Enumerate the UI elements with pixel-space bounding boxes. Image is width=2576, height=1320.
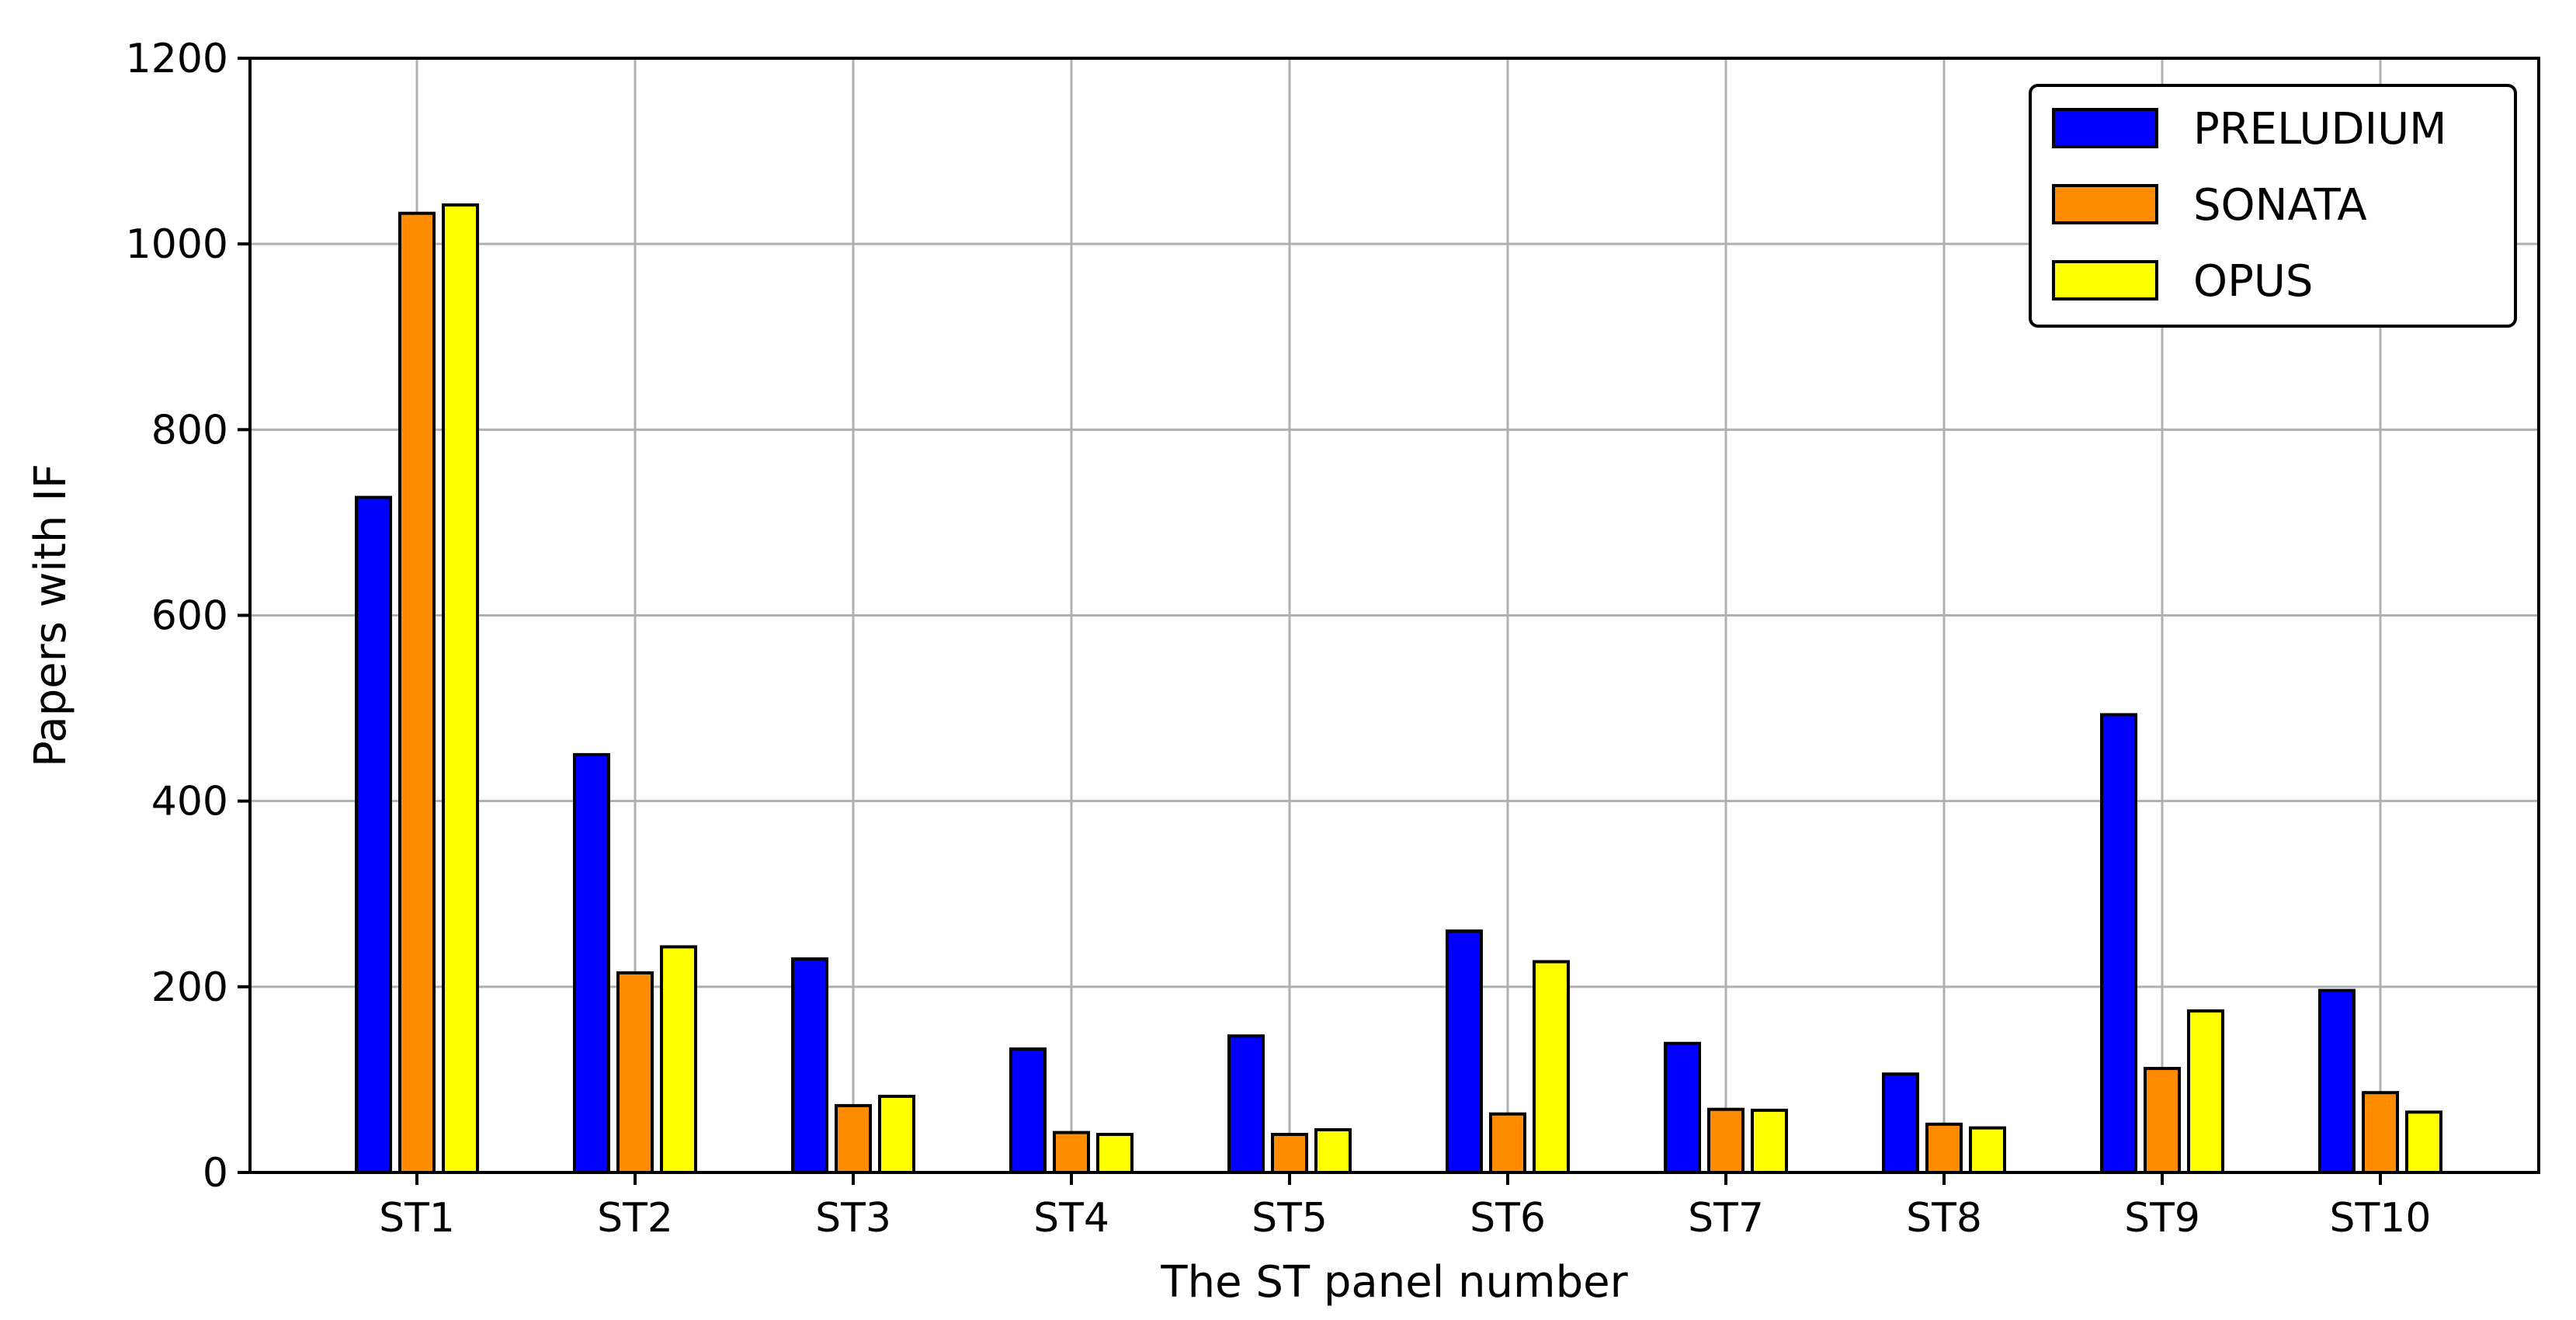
- bar-sonata-st10: [2362, 1091, 2399, 1174]
- bar-preludium-st3: [791, 957, 828, 1175]
- legend: PRELUDIUM SONATA OPUS: [2029, 84, 2517, 328]
- grid-lines: [250, 57, 2539, 1174]
- x-tick-label: ST5: [1252, 1195, 1328, 1242]
- bar-preludium-st7: [1664, 1041, 1701, 1175]
- y-tick-label: 200: [151, 964, 228, 1011]
- bar-opus-st4: [1096, 1132, 1134, 1174]
- legend-swatch-opus: [2052, 260, 2158, 300]
- y-axis-title: Papers with IF: [26, 464, 76, 767]
- bar-sonata-st3: [835, 1103, 872, 1175]
- bar-preludium-st8: [1882, 1072, 1919, 1175]
- x-tick-label: ST8: [1906, 1195, 1982, 1242]
- bar-opus-st1: [442, 203, 479, 1175]
- y-tick-label: 1000: [126, 221, 228, 268]
- bar-opus-st2: [660, 945, 697, 1174]
- x-tick-label: ST4: [1033, 1195, 1109, 1242]
- legend-swatch-preludium: [2052, 108, 2158, 148]
- bar-preludium-st10: [2318, 988, 2356, 1175]
- bar-sonata-st8: [1925, 1122, 1963, 1174]
- bar-preludium-st6: [1446, 929, 1483, 1175]
- bar-opus-st9: [2187, 1009, 2224, 1175]
- x-tick-label: ST7: [1688, 1195, 1764, 1242]
- bar-sonata-st2: [616, 971, 654, 1175]
- x-axis-title: The ST panel number: [1160, 1257, 1628, 1308]
- x-tick-label: ST10: [2330, 1195, 2432, 1242]
- bar-sonata-st5: [1271, 1132, 1308, 1174]
- legend-label-opus: OPUS: [2193, 256, 2313, 307]
- y-axis-ticks: 0 200 400 600 800 1000 1200: [126, 36, 250, 1197]
- bar-preludium-st1: [355, 495, 392, 1174]
- y-tick-label: 1200: [126, 36, 228, 82]
- legend-label-preludium: PRELUDIUM: [2193, 104, 2446, 155]
- y-tick-label: 0: [203, 1150, 228, 1197]
- bar-opus-st7: [1751, 1108, 1788, 1174]
- y-tick-label: 600: [151, 593, 228, 640]
- x-tick-label: ST2: [597, 1195, 673, 1242]
- bar-preludium-st5: [1227, 1034, 1265, 1175]
- bar-sonata-st6: [1489, 1112, 1526, 1174]
- bar-sonata-st4: [1053, 1131, 1090, 1175]
- bar-opus-st10: [2405, 1110, 2442, 1175]
- legend-label-sonata: SONATA: [2193, 180, 2367, 231]
- bar-sonata-st1: [398, 211, 436, 1174]
- bar-opus-st8: [1969, 1126, 2006, 1174]
- bar-opus-st5: [1314, 1127, 1352, 1175]
- x-tick-label: ST3: [815, 1195, 891, 1242]
- x-tick-label: ST1: [379, 1195, 455, 1242]
- bar-preludium-st4: [1009, 1047, 1047, 1175]
- bars: [355, 203, 2442, 1175]
- bar-preludium-st2: [573, 752, 610, 1174]
- bar-sonata-st9: [2144, 1067, 2181, 1174]
- legend-swatch-sonata: [2052, 184, 2158, 224]
- x-tick-label: ST9: [2124, 1195, 2200, 1242]
- bar-opus-st6: [1533, 960, 1570, 1174]
- y-tick-label: 800: [151, 407, 228, 453]
- bar-opus-st3: [878, 1094, 915, 1174]
- y-tick-label: 400: [151, 779, 228, 825]
- bar-preludium-st9: [2100, 713, 2137, 1174]
- bar-sonata-st7: [1707, 1107, 1745, 1175]
- x-axis-ticks: ST1 ST2 ST3 ST4 ST5 ST6 ST7 ST8 ST9 ST10: [379, 1172, 2431, 1242]
- x-tick-label: ST6: [1470, 1195, 1546, 1242]
